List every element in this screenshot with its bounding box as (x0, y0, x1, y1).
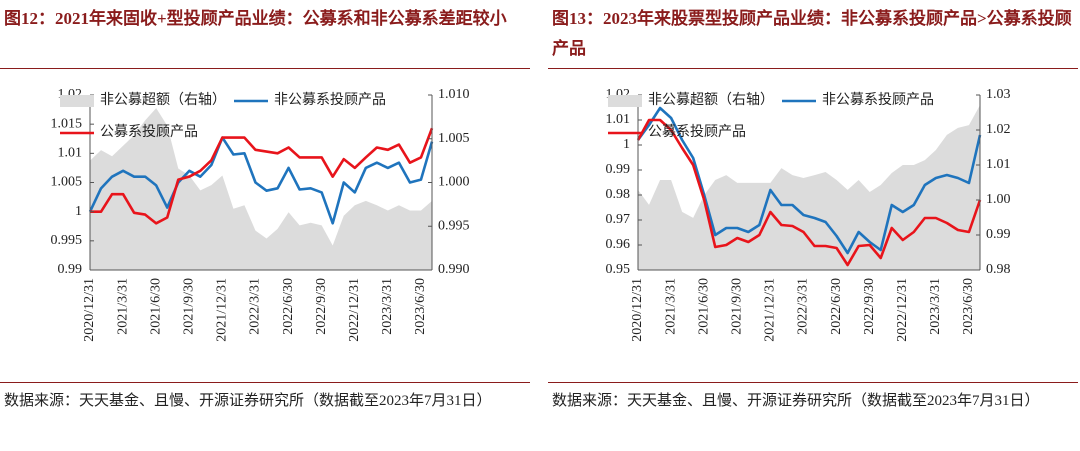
y-tick-label: 0.98 (606, 187, 631, 202)
source-rule (0, 382, 530, 383)
x-tick-label: 2022/6/30 (829, 278, 844, 335)
legend-swatch (608, 95, 642, 107)
y2-tick-label: 0.99 (986, 227, 1011, 242)
x-tick-label: 2022/3/31 (248, 278, 263, 335)
line (636, 106, 982, 255)
y2-tick-label: 1.03 (986, 87, 1011, 102)
title-rule (0, 68, 530, 69)
x-tick-label: 2023/3/31 (928, 278, 943, 335)
line (636, 118, 982, 267)
y-tick-label: 0.95 (606, 262, 631, 277)
chart-panel: 图12：2021年来固收+型投顾产品业绩：公募系和非公募系差距较小 数据来源：天天… (0, 0, 530, 451)
legend-label: 非公募系投顾产品 (822, 92, 934, 108)
y2-tick-label: 1.010 (438, 87, 470, 102)
y-tick-label: 0.995 (51, 233, 83, 248)
y2-tick-label: 1.01 (986, 157, 1011, 172)
title-rule (548, 68, 1078, 69)
x-tick-label: 2020/12/31 (82, 278, 97, 342)
y-tick-label: 0.96 (606, 237, 631, 252)
x-tick-label: 2022/9/30 (862, 278, 877, 335)
x-tick-label: 2022/9/30 (314, 278, 329, 335)
y-tick-label: 0.99 (58, 262, 83, 277)
y-tick-label: 0.97 (606, 212, 631, 227)
x-tick-label: 2021/9/30 (182, 278, 197, 335)
x-tick-label: 2023/6/30 (413, 278, 428, 335)
legend-label: 非公募系投顾产品 (274, 92, 386, 108)
chart-panel: 图13：2023年来股票型投顾产品业绩：非公募系投顾产品>公募系投顾产品数据来源… (548, 0, 1078, 451)
y-tick-label: 1 (75, 204, 82, 219)
y-tick-label: 1.005 (51, 175, 83, 190)
y2-tick-label: 1.02 (986, 122, 1011, 137)
area (90, 108, 432, 270)
source-note: 数据来源：天天基金、且慢、开源证券研究所（数据截至2023年7月31日） (4, 393, 492, 409)
legend-swatch (60, 95, 94, 107)
x-tick-label: 2021/6/30 (696, 278, 711, 335)
legend-label: 公募系投顾产品 (648, 124, 746, 140)
y-tick-label: 1.01 (58, 146, 83, 161)
x-tick-label: 2023/3/31 (380, 278, 395, 335)
y2-tick-label: 1.000 (438, 175, 470, 190)
x-tick-label: 2022/12/31 (895, 278, 910, 342)
x-tick-label: 2021/3/31 (663, 278, 678, 335)
chart: 0.95 0.96 0.97 0.98 0.99 1 1.01 1.02 0.98 0.99 1.0… (606, 87, 1011, 342)
y-tick-label: 1 (623, 137, 630, 152)
legend-label: 非公募超额（右轴） (648, 92, 774, 108)
source-note: 数据来源：天天基金、且慢、开源证券研究所（数据截至2023年7月31日） (552, 393, 1040, 409)
y2-tick-label: 0.98 (986, 262, 1011, 277)
legend-label: 非公募超额（右轴） (100, 92, 226, 108)
x-tick-label: 2021/6/30 (148, 278, 163, 335)
x-tick-label: 2021/12/31 (763, 278, 778, 342)
chart-title: 图12：2021年来固收+型投顾产品业绩：公募系和非公募系差距较小 (4, 9, 507, 28)
legend-label: 公募系投顾产品 (100, 124, 198, 140)
x-tick-label: 2021/12/31 (215, 278, 230, 342)
y2-tick-label: 0.990 (438, 262, 470, 277)
line (88, 136, 434, 225)
x-tick-label: 2023/6/30 (961, 278, 976, 335)
x-tick-label: 2020/12/31 (630, 278, 645, 342)
line (90, 127, 434, 225)
x-tick-label: 2021/3/31 (115, 278, 130, 335)
source-rule (548, 382, 1078, 383)
y-tick-label: 1.01 (606, 112, 631, 127)
x-tick-label: 2022/3/31 (796, 278, 811, 335)
x-tick-label: 2021/9/30 (730, 278, 745, 335)
y2-tick-label: 0.995 (438, 218, 470, 233)
x-tick-label: 2022/12/31 (347, 278, 362, 342)
y-tick-label: 0.99 (606, 162, 631, 177)
x-tick-label: 2022/6/30 (281, 278, 296, 335)
chart-title: 图13：2023年来股票型投顾产品业绩：非公募系投顾产品>公募系投顾产品 (552, 9, 1072, 58)
chart: 0.990.99511.0051.011.0151.020.9900.9951.… (51, 87, 470, 342)
y-tick-label: 1.015 (51, 116, 83, 131)
y2-tick-label: 1.00 (986, 192, 1011, 207)
y2-tick-label: 1.005 (438, 131, 470, 146)
